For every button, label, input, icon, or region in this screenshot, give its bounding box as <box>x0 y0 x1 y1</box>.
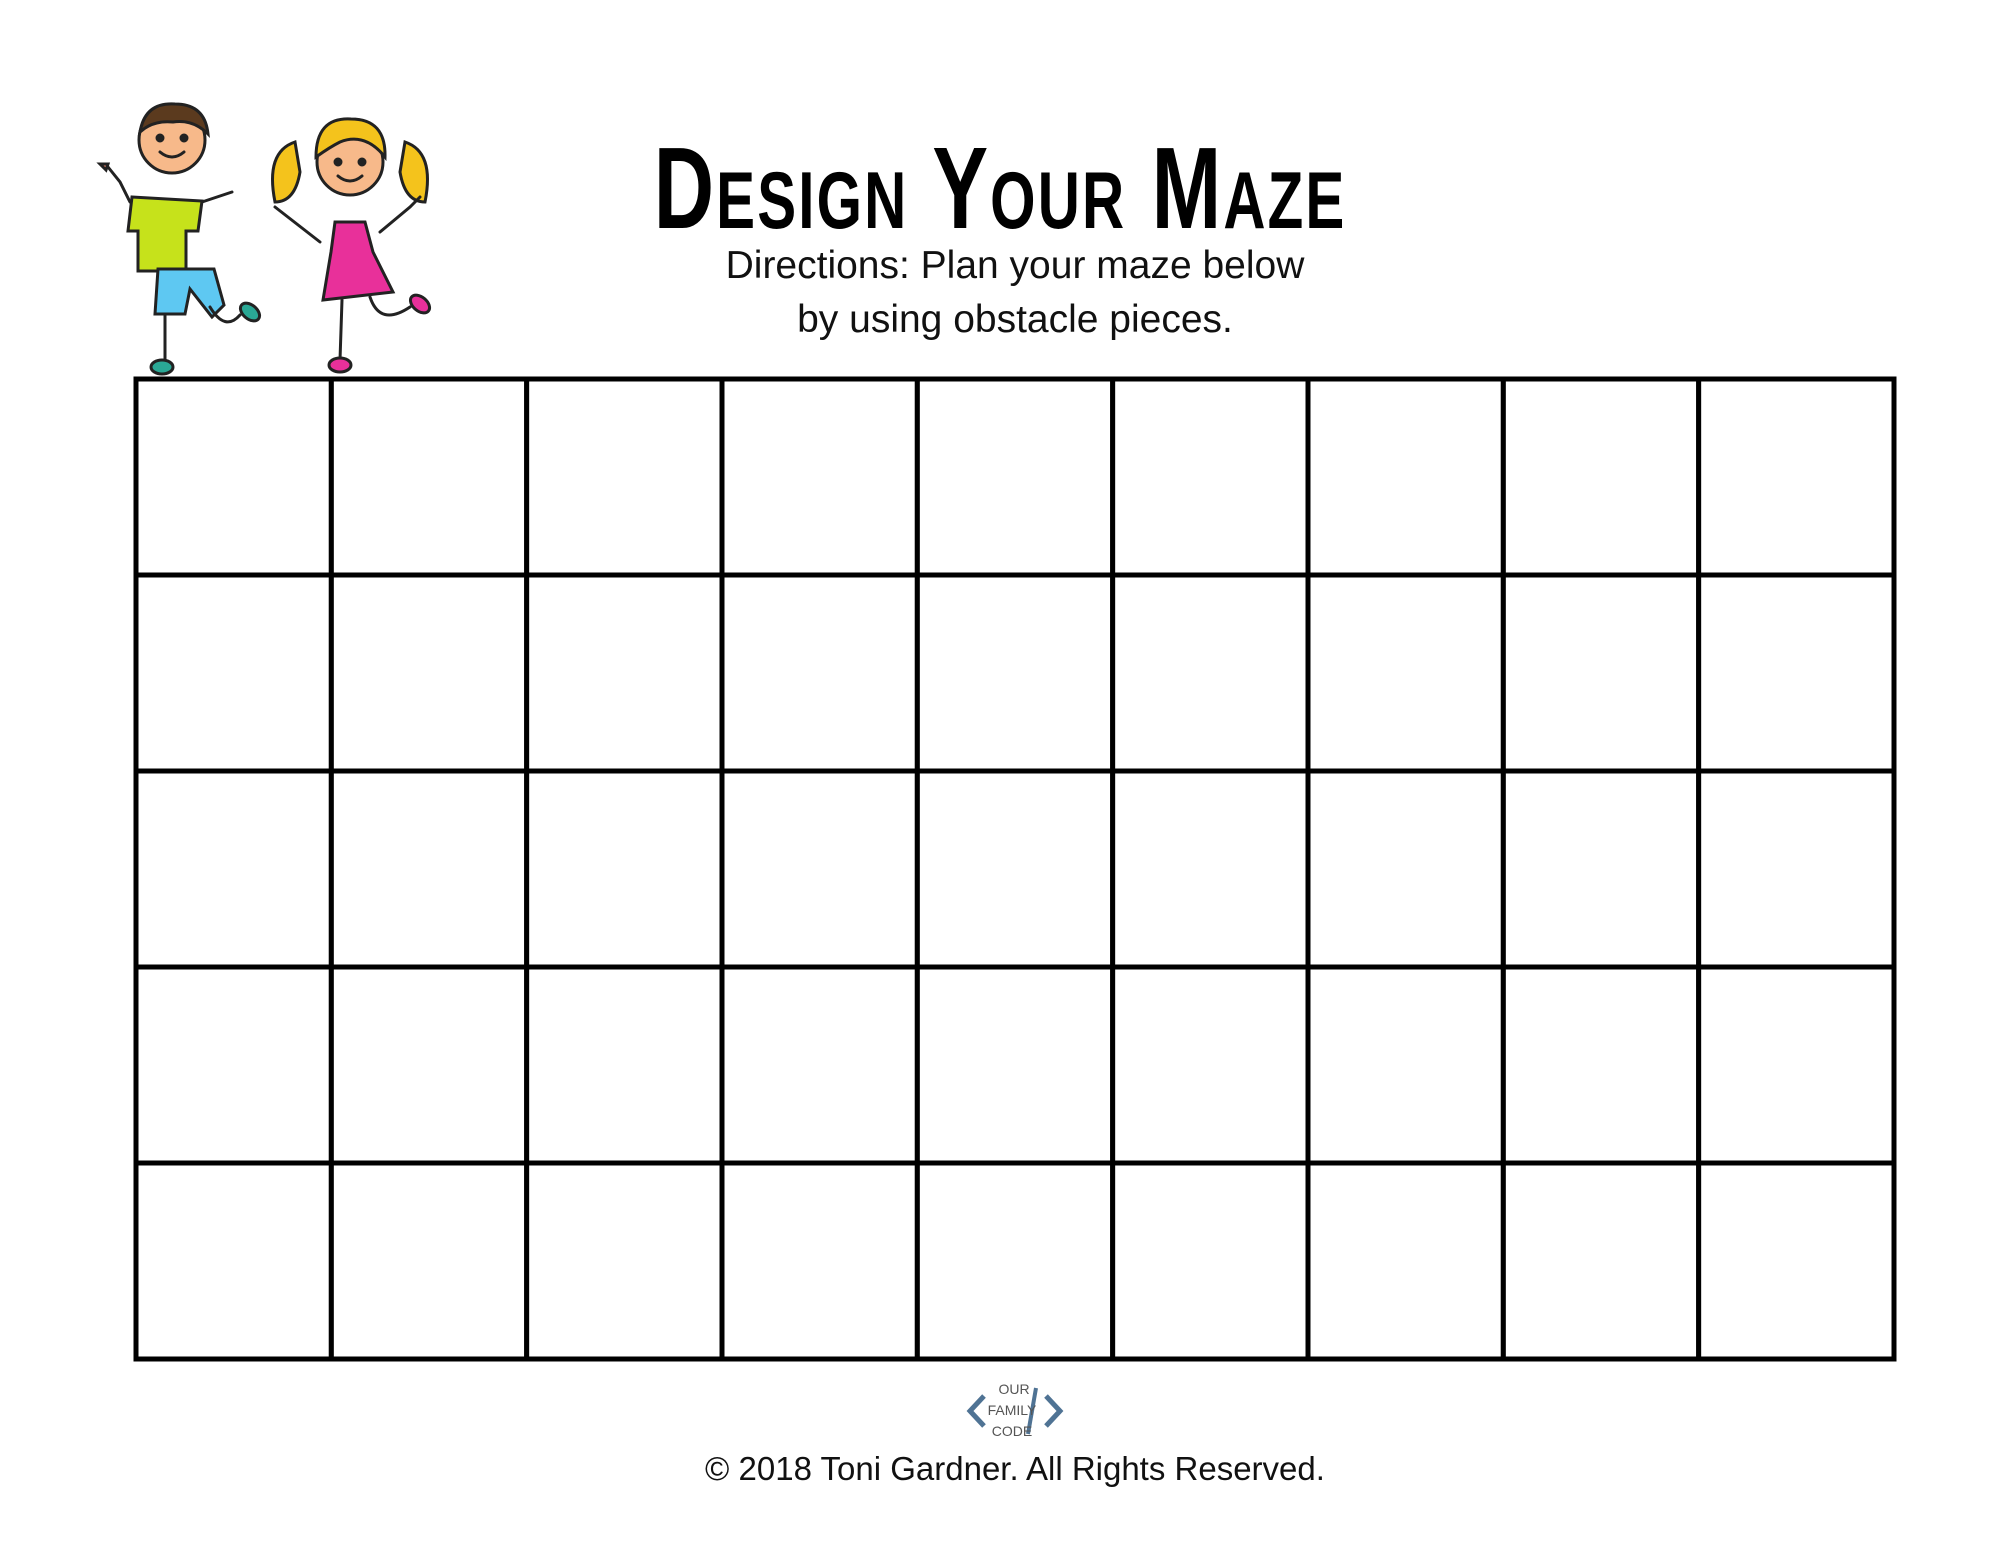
kids-illustration <box>96 102 432 376</box>
title-text: Design Your Maze <box>653 123 1347 253</box>
page-title: Design Your Maze <box>0 123 2000 253</box>
grid-cell <box>1110 1160 1311 1362</box>
grid-cell <box>1110 964 1311 1166</box>
grid-cell <box>719 376 920 578</box>
grid-cell <box>1696 964 1897 1166</box>
grid-cell <box>1305 964 1506 1166</box>
grid-cell <box>914 768 1116 970</box>
grid-cell <box>1110 572 1311 774</box>
grid-cell <box>524 1160 725 1362</box>
logo-word-1: OUR <box>998 1381 1029 1397</box>
grid-cell <box>328 1160 530 1362</box>
grid-cell <box>1305 1160 1506 1362</box>
grid-cell <box>1305 768 1506 970</box>
grid-cell <box>133 572 334 774</box>
grid-cell <box>1500 572 1702 774</box>
grid-cell <box>719 572 920 774</box>
grid-cell <box>328 964 530 1166</box>
our-family-code-logo: OUR FAMILY CODE <box>966 1381 1064 1439</box>
grid-cell <box>914 376 1116 578</box>
grid-cell <box>719 1160 920 1362</box>
grid-cell <box>1500 964 1702 1166</box>
grid-cell <box>1696 376 1897 578</box>
boy-icon <box>96 102 262 376</box>
grid-cell <box>133 376 334 578</box>
grid-cell <box>1110 768 1311 970</box>
grid-cell <box>1500 1160 1702 1362</box>
logo-word-2: FAMILY <box>988 1402 1037 1418</box>
grid-cell <box>1696 1160 1897 1362</box>
directions-line-1: Directions: Plan your maze below <box>725 244 1305 287</box>
grid-cell <box>524 964 725 1166</box>
logo-word-3: CODE <box>992 1423 1032 1439</box>
grid-cell <box>133 964 334 1166</box>
grid-cell <box>328 572 530 774</box>
grid-cell <box>1305 376 1506 578</box>
directions-line-2: by using obstacle pieces. <box>797 298 1233 341</box>
grid-cell <box>914 964 1116 1166</box>
grid-cell <box>1500 768 1702 970</box>
grid-cell <box>1696 768 1897 970</box>
grid-cell <box>524 376 725 578</box>
grid-cell <box>524 572 725 774</box>
grid-cell <box>1500 376 1702 578</box>
grid-cell <box>914 1160 1116 1362</box>
grid-cell <box>328 768 530 970</box>
girl-icon <box>271 117 432 374</box>
grid-cell <box>133 768 334 970</box>
grid-cell <box>914 572 1116 774</box>
grid-cell <box>719 964 920 1166</box>
grid-cell <box>1110 376 1311 578</box>
grid-cell <box>328 376 530 578</box>
grid-cell <box>1696 572 1897 774</box>
grid-cell <box>1305 572 1506 774</box>
grid-cell <box>524 768 725 970</box>
grid-cell <box>133 1160 334 1362</box>
grid-cell <box>719 768 920 970</box>
copyright-text: © 2018 Toni Gardner. All Rights Reserved… <box>705 1450 1325 1487</box>
